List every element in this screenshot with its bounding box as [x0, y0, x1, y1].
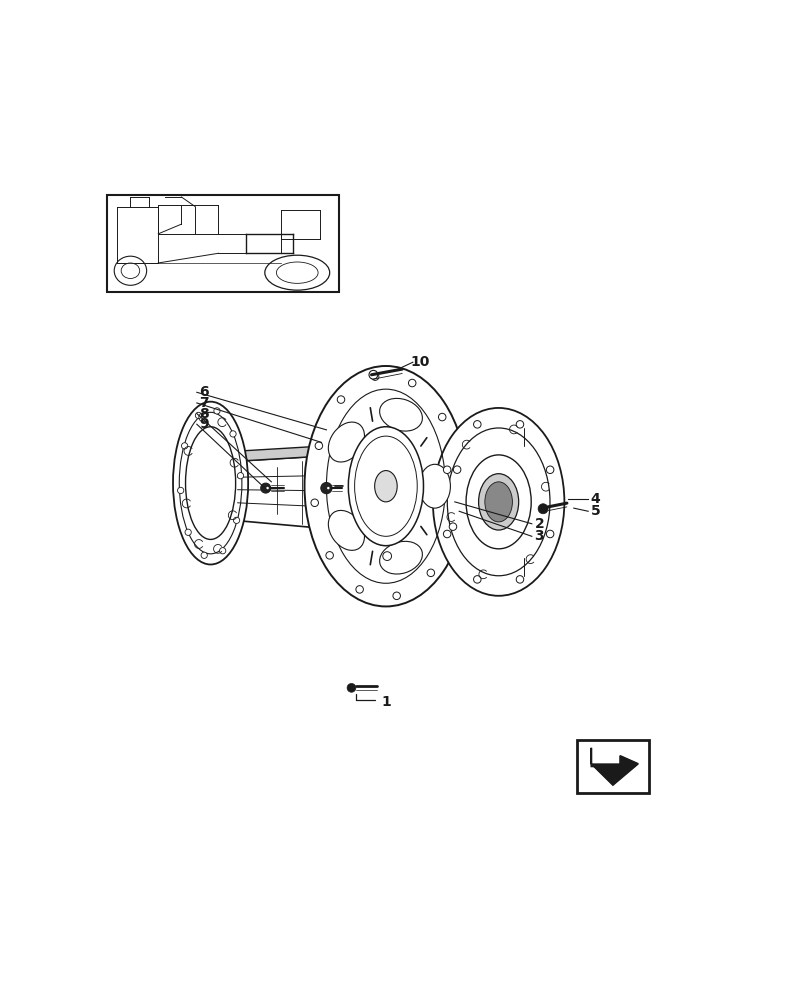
Ellipse shape [238, 473, 244, 479]
Polygon shape [591, 756, 638, 785]
Ellipse shape [305, 366, 467, 606]
Ellipse shape [516, 421, 524, 428]
Ellipse shape [347, 683, 356, 692]
Ellipse shape [267, 487, 269, 489]
Ellipse shape [326, 552, 334, 559]
Ellipse shape [383, 552, 392, 560]
Ellipse shape [182, 443, 187, 449]
Ellipse shape [546, 466, 553, 474]
Ellipse shape [485, 482, 512, 522]
Ellipse shape [311, 499, 318, 507]
Polygon shape [238, 455, 342, 530]
Ellipse shape [196, 412, 202, 419]
Ellipse shape [321, 482, 332, 494]
Ellipse shape [114, 256, 146, 285]
Ellipse shape [328, 510, 364, 550]
Bar [107, 195, 339, 292]
Ellipse shape [473, 421, 481, 428]
Ellipse shape [369, 370, 378, 379]
Ellipse shape [546, 530, 553, 538]
Ellipse shape [449, 523, 457, 530]
Ellipse shape [380, 398, 423, 431]
Ellipse shape [448, 428, 550, 576]
Ellipse shape [375, 471, 398, 502]
Ellipse shape [261, 483, 271, 493]
Text: 9: 9 [200, 417, 209, 431]
Text: 8: 8 [200, 407, 209, 421]
Ellipse shape [201, 552, 208, 558]
Text: 4: 4 [591, 492, 600, 506]
Ellipse shape [453, 466, 461, 473]
Ellipse shape [473, 576, 481, 583]
Ellipse shape [234, 517, 240, 523]
Text: 6: 6 [200, 385, 209, 399]
Ellipse shape [185, 529, 191, 535]
Polygon shape [591, 748, 638, 785]
Ellipse shape [121, 263, 140, 279]
Ellipse shape [409, 379, 416, 387]
Ellipse shape [315, 442, 322, 450]
Ellipse shape [220, 548, 225, 554]
Polygon shape [238, 445, 342, 461]
Ellipse shape [393, 592, 401, 600]
Ellipse shape [328, 422, 364, 462]
Text: 3: 3 [535, 529, 544, 543]
Ellipse shape [419, 464, 450, 508]
Ellipse shape [478, 474, 519, 530]
Ellipse shape [214, 408, 220, 414]
Ellipse shape [356, 586, 364, 593]
Ellipse shape [327, 487, 330, 489]
Text: 2: 2 [534, 517, 545, 531]
Ellipse shape [427, 569, 435, 577]
Bar [577, 740, 649, 793]
Ellipse shape [348, 427, 423, 546]
Ellipse shape [444, 466, 451, 474]
Text: 7: 7 [200, 396, 209, 410]
Ellipse shape [230, 431, 236, 437]
Ellipse shape [265, 255, 330, 290]
Ellipse shape [372, 373, 379, 380]
Ellipse shape [337, 396, 345, 403]
Text: 1: 1 [381, 695, 391, 709]
Text: 5: 5 [591, 504, 600, 518]
Ellipse shape [439, 413, 446, 421]
Ellipse shape [173, 402, 248, 564]
Ellipse shape [186, 427, 236, 539]
Ellipse shape [516, 576, 524, 583]
Ellipse shape [466, 455, 531, 549]
Text: 10: 10 [410, 355, 430, 369]
Ellipse shape [380, 541, 423, 574]
Ellipse shape [433, 408, 564, 596]
Ellipse shape [444, 530, 451, 538]
Ellipse shape [276, 262, 318, 283]
Ellipse shape [538, 504, 548, 514]
Ellipse shape [178, 487, 183, 494]
